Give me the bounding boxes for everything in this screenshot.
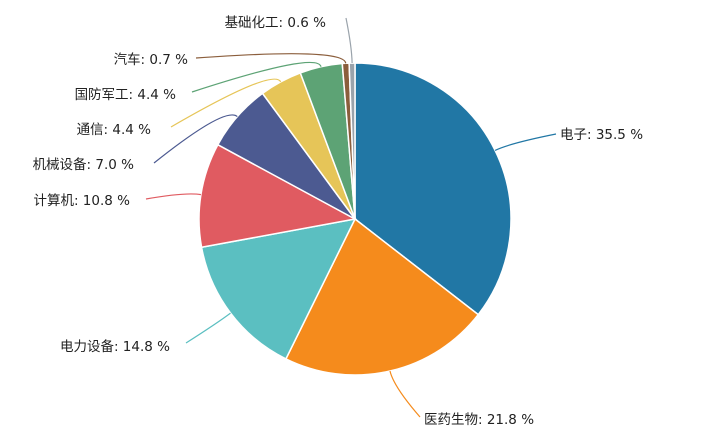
leader-line-0 xyxy=(494,133,557,151)
leader-line-5 xyxy=(170,78,282,128)
label-yiyaoshengwu: 医药生物: 21.8 % xyxy=(424,412,534,428)
label-qiche: 汽车: 0.7 % xyxy=(114,51,189,68)
label-jichuhuagong: 基础化工: 0.6 % xyxy=(225,14,327,31)
slice-labels: 电子: 35.5 % 医药生物: 21.8 % 电力设备: 14.8 % 计算机… xyxy=(33,14,644,428)
pie-slice-3 xyxy=(198,143,358,249)
leader-line-3 xyxy=(145,193,201,200)
leader-lines xyxy=(145,17,557,418)
pie-slice-1 xyxy=(284,217,480,376)
pie-slice-8 xyxy=(348,62,356,220)
label-jixieshebei: 机械设备: 7.0 % xyxy=(33,156,135,173)
leader-line-6 xyxy=(191,61,322,93)
leader-line-4 xyxy=(153,114,238,164)
pie-slice-2 xyxy=(200,217,357,360)
leader-line-7 xyxy=(195,53,347,64)
label-dianlishebei: 电力设备: 14.8 % xyxy=(60,338,170,355)
label-guofangjungong: 国防军工: 4.4 % xyxy=(75,87,177,103)
label-dianzi: 电子: 35.5 % xyxy=(560,127,643,143)
label-tongxin: 通信: 4.4 % xyxy=(77,122,152,138)
pie-slices xyxy=(198,62,512,376)
leader-line-2 xyxy=(185,312,231,344)
leader-line-1 xyxy=(389,370,421,418)
leader-line-8 xyxy=(345,17,353,64)
label-jisuanji: 计算机: 10.8 % xyxy=(33,193,130,209)
